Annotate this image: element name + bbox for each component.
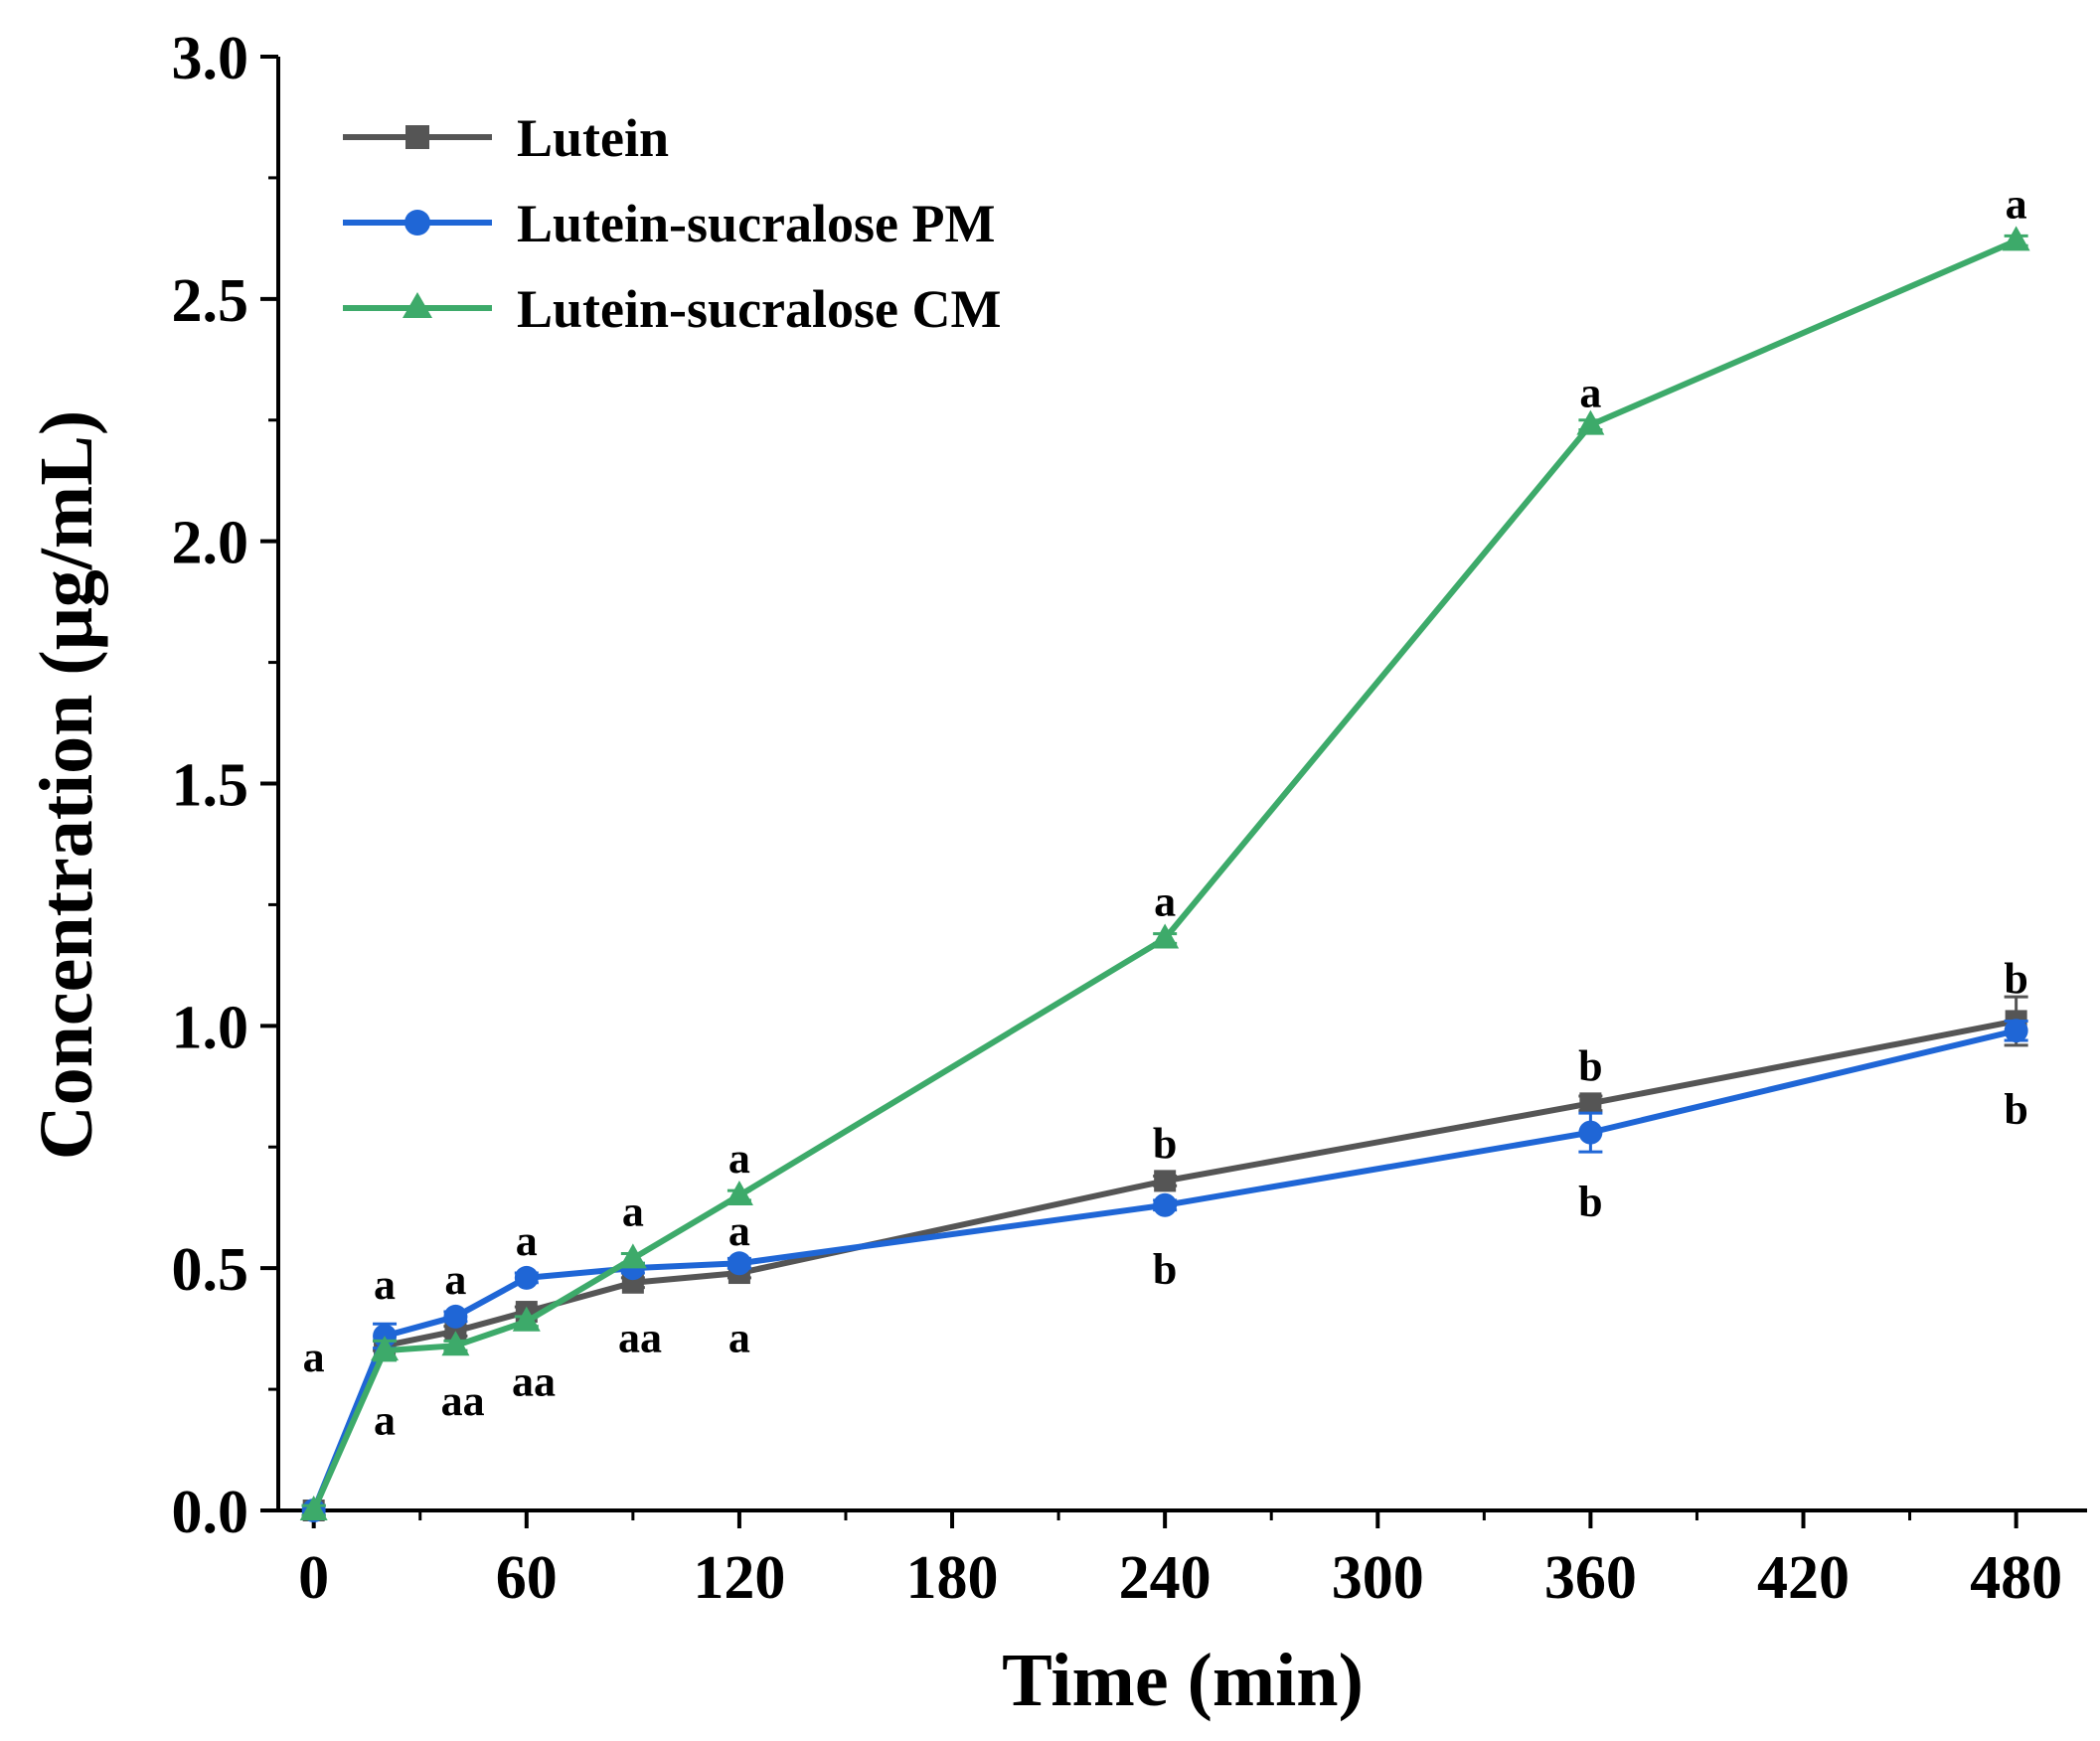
y-tick-label: 1.0: [172, 994, 249, 1061]
significance-label: a: [303, 1333, 325, 1381]
y-axis-ticks: 0.0 0.5 1.0 1.5 2.0 2.5 3.0: [172, 25, 278, 1546]
significance-label: a: [2006, 179, 2027, 228]
significance-label: b: [2004, 955, 2027, 1004]
data-point-triangle: [371, 1336, 400, 1361]
significance-label: b: [1153, 1245, 1177, 1294]
y-tick-label: 0.0: [172, 1479, 249, 1546]
significance-label: a: [728, 1313, 750, 1361]
data-point-circle: [443, 1304, 468, 1329]
legend-label-lutein: Lutein: [517, 108, 669, 168]
significance-label: aa: [618, 1313, 662, 1361]
data-point-circle: [727, 1251, 751, 1276]
x-tick-label: 300: [1332, 1544, 1424, 1612]
legend-entry-lutein-sucralose-cm: Lutein-sucralose CM: [343, 279, 1001, 339]
x-tick-label: 420: [1757, 1544, 1850, 1612]
data-point-circle: [1153, 1192, 1178, 1217]
x-axis-ticks: 0 60 120 180 240 300 360 420 480: [298, 1510, 2062, 1612]
series-line-lutein-sucralose-cm: [310, 237, 2018, 1512]
x-tick-label: 480: [1970, 1544, 2062, 1612]
data-point-triangle: [512, 1306, 541, 1332]
legend-entry-lutein-sucralose-pm: Lutein-sucralose PM: [343, 194, 995, 253]
data-point-square: [1154, 1170, 1177, 1192]
significance-label: a: [374, 1260, 396, 1309]
x-tick-label: 0: [298, 1544, 329, 1612]
x-tick-label: 60: [496, 1544, 558, 1612]
legend-entry-lutein: Lutein: [343, 108, 669, 168]
x-tick-label: 120: [693, 1544, 785, 1612]
data-point-circle: [2004, 1019, 2028, 1043]
data-point-square: [1579, 1092, 1602, 1115]
data-point-triangle: [441, 1331, 470, 1356]
x-axis-title: Time (min): [1002, 1639, 1364, 1722]
y-tick-label: 0.5: [172, 1236, 249, 1304]
series-layer: [299, 226, 2030, 1522]
significance-label: b: [2004, 1085, 2027, 1134]
significance-label: a: [622, 1187, 644, 1236]
significance-label: b: [1578, 1178, 1602, 1226]
significance-label: aa: [512, 1356, 556, 1405]
significance-label: a: [1154, 877, 1176, 926]
significance-label: a: [728, 1206, 750, 1255]
x-tick-label: 180: [906, 1544, 999, 1612]
data-point-triangle: [2002, 226, 2030, 251]
significance-label: a: [374, 1395, 396, 1444]
y-tick-label: 3.0: [172, 25, 249, 92]
legend-marker-lutein-sucralose-cm: [403, 292, 432, 318]
data-point-triangle: [1151, 923, 1180, 949]
significance-label: a: [1579, 368, 1601, 416]
legend-marker-lutein: [405, 125, 429, 149]
significance-label: a: [516, 1216, 538, 1265]
x-tick-label: 360: [1544, 1544, 1637, 1612]
legend-label-lutein-sucralose-cm: Lutein-sucralose CM: [517, 279, 1001, 339]
axes: [276, 57, 2087, 1512]
data-point-triangle: [299, 1496, 328, 1520]
significance-label: a: [728, 1134, 750, 1183]
data-point-triangle: [618, 1243, 647, 1269]
series-lutein-sucralose-cm: [299, 226, 2030, 1520]
data-point-circle: [1578, 1120, 1603, 1145]
data-point-circle: [514, 1265, 539, 1290]
y-tick-label: 1.5: [172, 752, 249, 820]
legend-marker-lutein-sucralose-pm: [404, 210, 430, 236]
data-point-triangle: [1576, 409, 1605, 435]
significance-label: a: [444, 1255, 466, 1304]
y-tick-label: 2.0: [172, 510, 249, 577]
data-point-triangle: [725, 1181, 753, 1206]
legend-label-lutein-sucralose-pm: Lutein-sucralose PM: [517, 194, 995, 253]
y-tick-label: 2.5: [172, 267, 249, 335]
significance-label: aa: [441, 1376, 485, 1425]
significance-label: b: [1578, 1041, 1602, 1090]
x-tick-label: 240: [1119, 1544, 1212, 1612]
legend: Lutein Lutein-sucralose PM Lutein-sucral…: [343, 108, 1001, 339]
significance-label: b: [1153, 1119, 1177, 1168]
y-axis-title: Concentration (μg/mL): [25, 410, 108, 1160]
